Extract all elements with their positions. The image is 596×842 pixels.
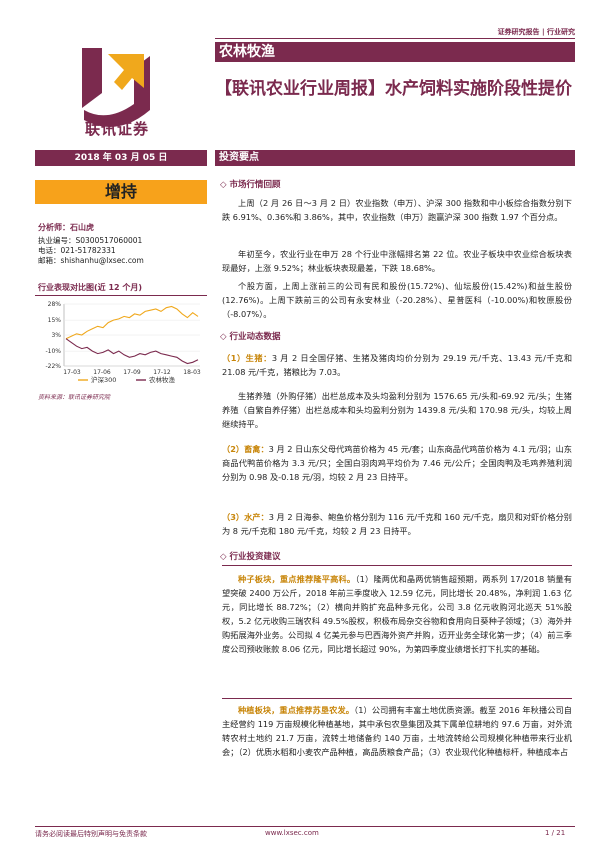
y-tick-label: 15%: [48, 317, 62, 324]
investment-divider: [222, 565, 572, 566]
analyst-cert: 执业编号：S0300517060001: [38, 236, 143, 245]
footer-website[interactable]: www.lxsec.com: [265, 829, 319, 837]
paragraph-seed: 种子板块，重点推荐隆平高科。（1）隆两优和晶两优销售超预期，两系列 17/201…: [222, 572, 572, 656]
x-tick-label: 17-03: [63, 369, 81, 376]
section-market-review-label: 市场行情回顾: [229, 180, 281, 190]
key-points-banner: 投资要点: [215, 150, 575, 166]
seed-text: （1）隆两优和晶两优销售超预期，两系列 17/2018 销量有望突破 2400 …: [222, 574, 572, 654]
report-date: 2018 年 03 月 05 日: [35, 150, 207, 166]
section-industry-data: ◇ 行业动态数据: [220, 330, 281, 342]
paragraph-hog-cost: 生猪养殖（外购仔猪）出栏总成本及头均盈利分别为 1576.65 元/头和-69.…: [222, 391, 572, 429]
footer-disclaimer[interactable]: 请务必阅读最后特别声明与免责条款: [35, 830, 147, 838]
x-tick-label: 18-03: [183, 369, 201, 376]
analyst-name: 分析师：石山虎: [38, 223, 94, 232]
y-tick-label: 3%: [51, 332, 61, 339]
x-tick-label: 17-09: [123, 369, 141, 376]
footer-divider: [35, 826, 575, 827]
performance-chart: 28% 15% 3% -10% -22%17-03 17-06 17-09 17-12 18-0…: [45, 301, 201, 384]
analyst-email[interactable]: 邮箱：shishanhu@lxsec.com: [38, 256, 144, 265]
footer-page-number: 1 / 21: [545, 829, 566, 837]
performance-chart-title: 行业表现对比图(近 12 个月): [38, 283, 143, 292]
planting-text: （1）公司拥有丰富土地优质资源。截至 2016 年秋播公司自主经营约 119 万…: [222, 705, 572, 757]
planting-divider: [222, 698, 572, 699]
legend-label: 沪深300: [91, 375, 116, 384]
paragraph-aquatic: （3）水产：3 月 2 日海参、鲍鱼价格分别为 116 元/千克和 160 元/…: [222, 510, 572, 538]
aquatic-keyword: （3）水产：: [222, 512, 269, 522]
paragraph-planting: 种植板块，重点推荐苏垦农发。（1）公司拥有丰富土地优质资源。截至 2016 年秋…: [222, 703, 572, 759]
chart-source: 资料来源：联讯证券研究院: [38, 394, 111, 401]
rating-badge: 增持: [35, 180, 207, 204]
diamond-icon: ◇: [220, 332, 227, 342]
paragraph-market-1: 上周（2 月 26 日～3 月 2 日）农业指数（申万）、沪深 300 指数和中…: [222, 198, 572, 222]
paragraph-market-3: 个股方面，上周上涨前三的公司有民和股份(15.72%)、仙坛股份(15.42%)…: [222, 281, 572, 319]
series-line-0: [65, 305, 199, 340]
legend-label: 农林牧渔: [149, 375, 176, 384]
report-type-label: 证券研究报告 | 行业研究: [497, 28, 575, 36]
logo-text: 联讯证券: [84, 120, 149, 138]
industry-banner: 农林牧渔: [215, 42, 575, 62]
diamond-icon: ◇: [220, 180, 227, 190]
seed-keyword: 种子板块，重点推荐隆平高科。: [238, 574, 356, 584]
logo-icon: [82, 48, 150, 128]
section-industry-data-label: 行业动态数据: [229, 332, 281, 342]
diamond-icon: ◇: [220, 552, 227, 562]
section-market-review: ◇ 市场行情回顾: [220, 178, 281, 190]
poultry-text: 3 月 2 日山东父母代鸡苗价格为 45 元/套；山东商品代鸡苗价格为 4.1 …: [222, 444, 572, 482]
company-logo: 联讯证券: [62, 38, 172, 138]
y-tick-label: 28%: [48, 301, 62, 308]
report-title: 【联讯农业行业周报】水产饲料实施阶段性提价: [215, 79, 572, 99]
planting-keyword: 种植板块，重点推荐苏垦农发。: [238, 705, 355, 715]
y-tick-label: -10%: [45, 348, 61, 355]
paragraph-poultry: （2）畜禽：3 月 2 日山东父母代鸡苗价格为 45 元/套；山东商品代鸡苗价格…: [222, 442, 572, 484]
paragraph-market-2: 年初至今，农业行业在申万 28 个行业中涨幅排名第 22 位。农业子板块中农业综…: [222, 249, 572, 273]
x-tick-label: 17-12: [153, 369, 171, 376]
header-divider: [215, 38, 575, 39]
paragraph-hog: （1）生猪：3 月 2 日全国仔猪、生猪及猪肉均价分别为 29.19 元/千克、…: [222, 351, 572, 379]
analyst-phone: 电话：021-51782331: [38, 246, 116, 255]
performance-divider: [35, 295, 207, 296]
section-investment-label: 行业投资建议: [229, 552, 281, 562]
hog-keyword: （1）生猪：: [222, 353, 272, 363]
hog-text: 3 月 2 日全国仔猪、生猪及猪肉均价分别为 29.19 元/千克、13.43 …: [222, 353, 573, 377]
poultry-keyword: （2）畜禽：: [222, 444, 269, 454]
section-investment: ◇ 行业投资建议: [220, 550, 281, 562]
x-tick-label: 17-06: [93, 369, 111, 376]
y-tick-label: -22%: [45, 363, 61, 370]
aquatic-text: 3 月 2 日海参、鲍鱼价格分别为 116 元/千克和 160 元/千克，扇贝和…: [222, 512, 572, 536]
series-line-1: [65, 338, 199, 365]
